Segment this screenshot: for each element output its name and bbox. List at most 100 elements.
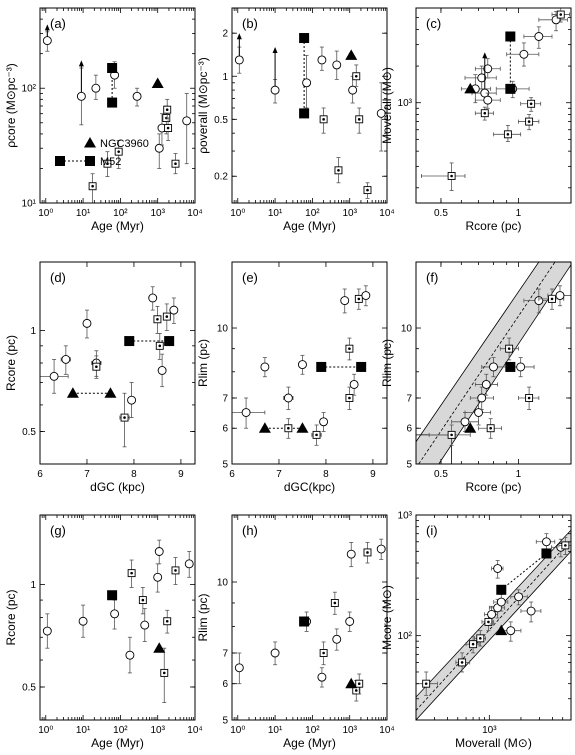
y-tick-label: 10 — [217, 577, 229, 588]
data-point-ngc3960 — [345, 677, 358, 689]
y-tick-label: 2 — [222, 29, 228, 40]
data-point-open — [319, 417, 329, 427]
data-point-ngc3960 — [296, 422, 309, 433]
data-point-boxed-center — [550, 297, 554, 301]
data-point-boxed-center — [507, 347, 511, 350]
data-point-boxed-center — [348, 396, 351, 400]
x-axis-label: Moverall (M⊙) — [455, 736, 532, 750]
confidence-band — [416, 262, 571, 464]
data-point-open — [534, 32, 544, 41]
data-point-boxed-center — [322, 651, 325, 655]
data-point-open — [82, 318, 92, 328]
plot-area-f — [416, 262, 571, 464]
data-point-ngc3960 — [84, 137, 96, 148]
data-point-open — [148, 293, 158, 303]
y-tick-label: 0.5 — [214, 115, 228, 126]
data-point-boxed-center — [333, 601, 337, 605]
data-point-boxed-center — [357, 682, 361, 685]
data-point-m52 — [124, 336, 135, 347]
x-tick-label: 10² — [113, 208, 128, 219]
data-point-open — [346, 549, 356, 559]
data-point-ngc3960 — [464, 82, 477, 94]
data-point-boxed-center — [95, 365, 98, 368]
data-point-boxed-center — [106, 162, 109, 165]
data-point-open — [526, 606, 536, 616]
data-point-open — [477, 73, 487, 83]
data-point-open — [376, 108, 386, 118]
data-point-open — [182, 116, 192, 126]
data-point-boxed-center — [165, 619, 169, 623]
data-point-open — [349, 380, 359, 389]
axes-frame — [231, 514, 388, 721]
data-point-boxed-center — [166, 126, 170, 130]
axes-frame — [231, 7, 388, 204]
y-tick-label: 6 — [406, 424, 412, 435]
data-point-boxed-center — [117, 150, 120, 153]
data-point-open — [61, 354, 71, 364]
data-point-boxed-center — [564, 544, 567, 547]
data-point-open — [260, 362, 270, 372]
panel-label: (a) — [50, 16, 66, 31]
data-point-boxed-center — [489, 426, 492, 430]
axes-frame — [39, 7, 196, 204]
data-point-boxed-center — [123, 416, 126, 419]
data-point-open — [298, 360, 307, 370]
x-tick-label: 10³ — [150, 208, 165, 219]
data-point-open — [127, 395, 137, 405]
y-tick-label: 10³ — [398, 98, 413, 109]
data-point-boxed-center — [354, 689, 358, 692]
x-tick-label: 0.5 — [434, 208, 448, 219]
x-tick-label: 6 — [229, 469, 235, 480]
panel-d: 6 7 8 9 0.5 1 dGC (kpc) Rcore (pc) (d) — [4, 261, 196, 494]
panel-label: (h) — [242, 523, 258, 538]
data-point-open — [516, 362, 526, 372]
panel-label: (f) — [426, 270, 438, 285]
data-point-open — [153, 572, 163, 582]
data-point-m52 — [299, 616, 310, 627]
data-point-ngc3960 — [258, 422, 271, 433]
data-point-boxed-center — [156, 317, 159, 321]
x-tick-label: 10² — [305, 208, 320, 219]
data-point-open — [234, 663, 244, 673]
data-point-open — [340, 296, 350, 306]
data-point-open — [519, 49, 529, 59]
data-point-boxed-center — [174, 569, 177, 572]
x-tick-label: 10² — [113, 725, 128, 736]
lower-limit-arrowhead — [272, 47, 278, 54]
data-point-boxed-center — [141, 598, 145, 602]
data-point-m52 — [541, 548, 552, 559]
data-point-open — [483, 64, 493, 74]
x-axis-label: Age (Myr) — [91, 736, 144, 750]
axes-frame — [39, 514, 196, 721]
data-point-open — [496, 597, 506, 607]
data-point-boxed-center — [483, 111, 487, 115]
y-tick-label: 6 — [222, 424, 228, 435]
y-tick-label: 0.2 — [214, 172, 228, 183]
data-point-ngc3960 — [464, 422, 477, 433]
y-tick-label: 5 — [222, 460, 228, 471]
data-point-boxed-center — [506, 133, 510, 136]
data-point-ngc3960 — [495, 624, 508, 636]
y-tick-label: 6 — [222, 679, 228, 690]
x-tick-label: 10⁰ — [38, 208, 53, 219]
axes-frame — [231, 261, 388, 465]
data-point-boxed-center — [322, 118, 325, 121]
data-point-open — [361, 291, 371, 300]
panel-label: (i) — [426, 523, 438, 538]
x-tick-label: 10¹ — [268, 725, 283, 736]
legend: NGC3960 M52 — [55, 137, 149, 168]
panel-g: 10⁰ 10¹ 10² 10³ 10⁴ 0.5 1 Age (Myr) Rcore (pc) (g… — [4, 514, 203, 750]
x-tick-label: 10¹ — [268, 208, 283, 219]
legend-label: NGC3960 — [100, 138, 149, 150]
data-point-boxed-center — [130, 571, 133, 575]
panel-h: 10⁰ 10¹ 10² 10³ 10⁴ 5 6 7 10 Age (Myr) Rlim (pc) (h… — [196, 514, 395, 750]
data-point-boxed-center — [460, 661, 464, 664]
data-point-open — [78, 616, 88, 626]
x-tick-label: 7 — [276, 469, 282, 480]
data-point-boxed-center — [487, 620, 490, 624]
data-point-open — [487, 609, 497, 619]
data-point-boxed-center — [337, 169, 340, 172]
m52-link — [500, 553, 547, 591]
data-point-m52 — [505, 31, 516, 42]
